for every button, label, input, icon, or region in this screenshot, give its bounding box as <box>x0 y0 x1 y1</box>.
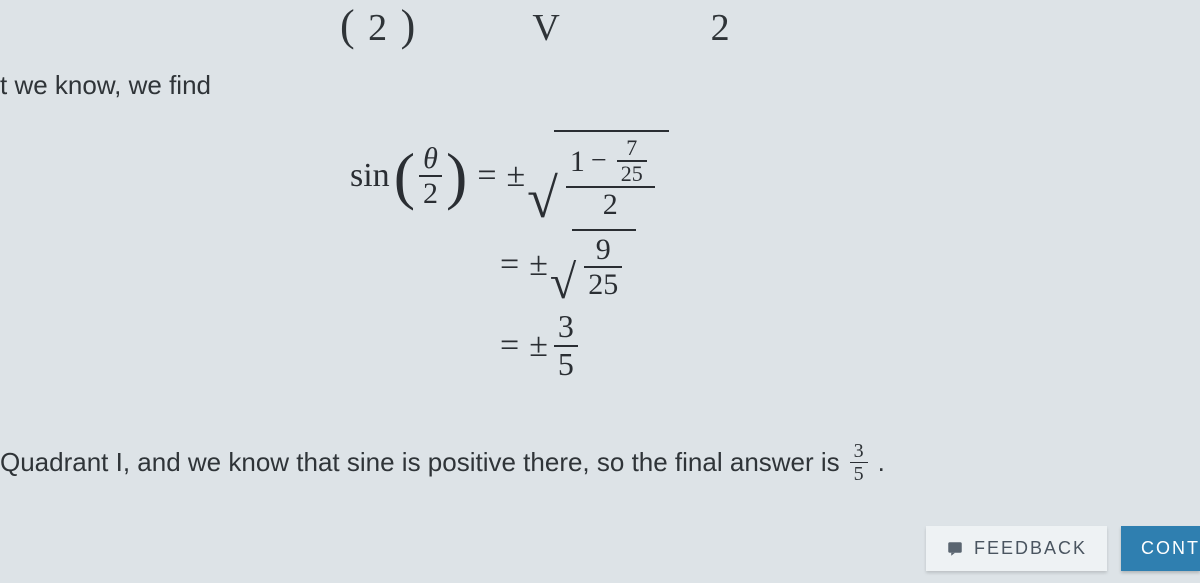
row1-inner-num: 7 <box>622 136 641 160</box>
row1-minus: − <box>591 146 607 177</box>
left-paren: ( <box>394 150 415 201</box>
row1-inner-den: 25 <box>617 162 647 186</box>
feedback-icon <box>946 540 964 558</box>
derivation-block: sin ( θ 2 ) = ± √ 1 − <box>350 130 850 390</box>
equals-sign: = <box>477 157 496 195</box>
row2-num: 9 <box>592 233 615 266</box>
equals-sign-3: = <box>500 327 519 365</box>
equation-row-2: = ± √ 9 25 <box>350 229 850 301</box>
plus-minus: ± <box>507 157 526 195</box>
lead-text: t we know, we find <box>0 70 211 101</box>
conclusion-text: Quadrant I, and we know that sine is pos… <box>0 440 885 485</box>
sin-label: sin <box>350 157 390 195</box>
sqrt-row1: √ 1 − 7 25 2 <box>527 130 669 221</box>
plus-minus-3: ± <box>529 327 548 365</box>
row1-outer-den: 2 <box>599 188 622 221</box>
equation-row-1: sin ( θ 2 ) = ± √ 1 − <box>350 130 850 221</box>
footer-buttons: FEEDBACK CONT <box>926 526 1200 571</box>
conclusion-den: 5 <box>850 463 868 485</box>
continue-label: CONT <box>1141 538 1200 559</box>
theta-num: θ <box>419 142 442 175</box>
top-expression-fragment: ( 2 ) V 2 <box>0 0 1200 48</box>
top-right-2: 2 <box>711 7 732 49</box>
row3-num: 3 <box>554 309 578 344</box>
equals-sign-2: = <box>500 246 519 284</box>
feedback-label: FEEDBACK <box>974 538 1087 559</box>
equation-row-3: = ± 3 5 <box>350 309 850 381</box>
top-left-2: 2 <box>368 7 389 49</box>
feedback-button[interactable]: FEEDBACK <box>926 526 1107 571</box>
theta-den: 2 <box>419 177 442 210</box>
row2-den: 25 <box>584 268 622 301</box>
row3-den: 5 <box>554 347 578 382</box>
continue-button[interactable]: CONT <box>1121 526 1200 571</box>
row1-one: 1 <box>570 145 585 178</box>
conclusion-post: . <box>878 447 885 478</box>
sqrt-row2: √ 9 25 <box>550 229 636 301</box>
conclusion-pre: Quadrant I, and we know that sine is pos… <box>0 447 840 478</box>
plus-minus-2: ± <box>529 246 548 284</box>
right-paren: ) <box>446 150 467 201</box>
conclusion-num: 3 <box>850 440 868 462</box>
